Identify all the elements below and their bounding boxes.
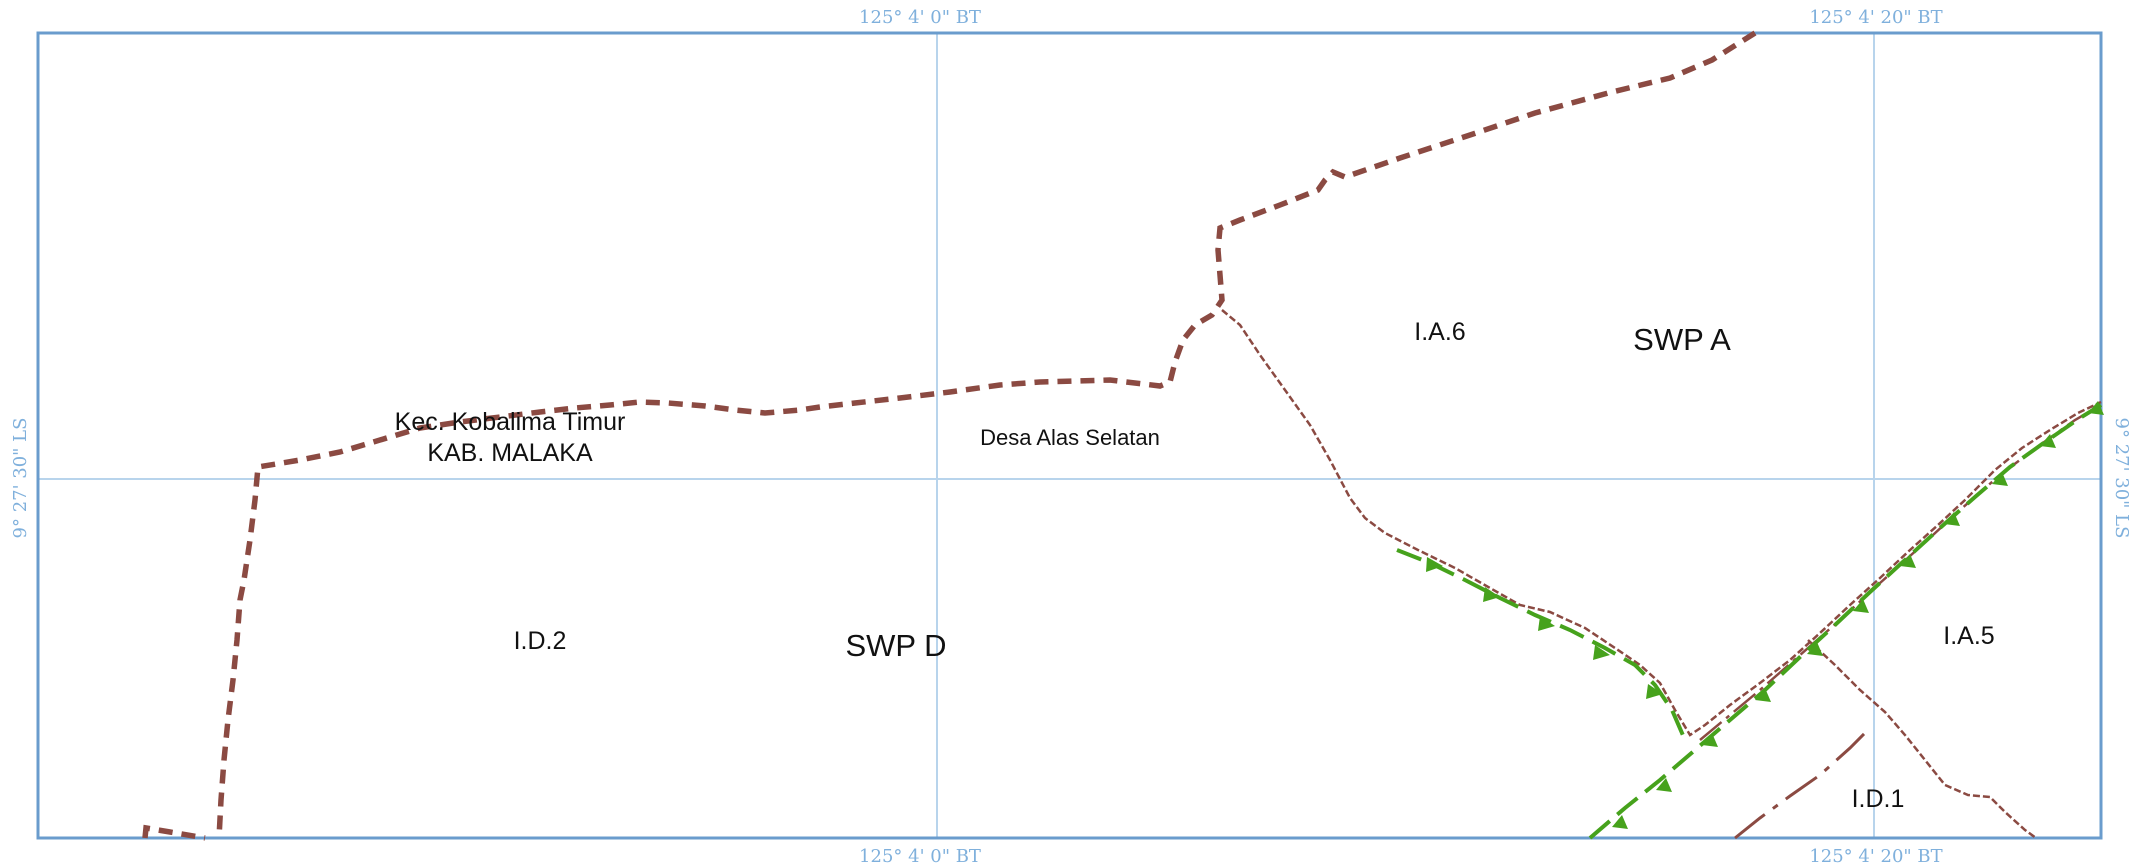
label-swp-a: SWP A bbox=[1633, 322, 1731, 357]
label-zone-id2: I.D.2 bbox=[514, 627, 567, 655]
district-boundary-south bbox=[142, 824, 206, 841]
flow-arrow bbox=[1807, 642, 1823, 656]
flow-arrow bbox=[2088, 401, 2104, 415]
label-desa: Desa Alas Selatan bbox=[980, 425, 1160, 450]
map-frame bbox=[36, 31, 2103, 840]
river-flow-arrows bbox=[1426, 401, 2104, 829]
river-line bbox=[1396, 548, 1687, 741]
flow-arrow bbox=[1755, 688, 1771, 702]
label-kabupaten: KAB. MALAKA bbox=[427, 439, 593, 467]
flow-arrow bbox=[1853, 599, 1869, 613]
coord-top-right: 125° 4' 20" BT bbox=[1809, 7, 1942, 28]
coord-top-left: 125° 4' 0" BT bbox=[859, 7, 981, 28]
label-zone-ia5: I.A.5 bbox=[1943, 622, 1994, 650]
village-boundary-east bbox=[1807, 639, 2037, 840]
label-zone-id1: I.D.1 bbox=[1852, 785, 1905, 813]
flow-arrow bbox=[1992, 472, 2008, 486]
coord-right: 9° 27' 30" LS bbox=[2111, 418, 2132, 539]
zone-boundary bbox=[1734, 726, 1872, 840]
flow-arrow bbox=[1593, 645, 1610, 660]
flow-arrow bbox=[1646, 684, 1663, 699]
coord-bottom-left: 125° 4' 0" BT bbox=[859, 846, 981, 867]
district-boundary bbox=[216, 30, 1757, 839]
village-boundary bbox=[1221, 309, 2102, 737]
label-kecamatan: Kec. Kobalima Timur bbox=[395, 408, 626, 436]
flow-arrow bbox=[1538, 616, 1555, 631]
label-swp-d: SWP D bbox=[845, 628, 946, 663]
flow-arrow bbox=[1900, 554, 1916, 568]
flow-arrow bbox=[2040, 434, 2056, 448]
river-line-main bbox=[1588, 403, 2103, 840]
flow-arrow bbox=[1612, 815, 1628, 829]
flow-arrow bbox=[1426, 557, 1443, 572]
label-zone-ia6: I.A.6 bbox=[1414, 318, 1465, 346]
flow-arrow bbox=[1944, 512, 1960, 526]
coord-left: 9° 27' 30" LS bbox=[10, 418, 31, 539]
coord-bottom-right: 125° 4' 20" BT bbox=[1809, 846, 1942, 867]
flow-arrow bbox=[1656, 778, 1672, 792]
flow-arrow bbox=[1483, 587, 1500, 602]
flow-arrow bbox=[1702, 733, 1718, 747]
planning-boundary bbox=[1699, 403, 2102, 741]
